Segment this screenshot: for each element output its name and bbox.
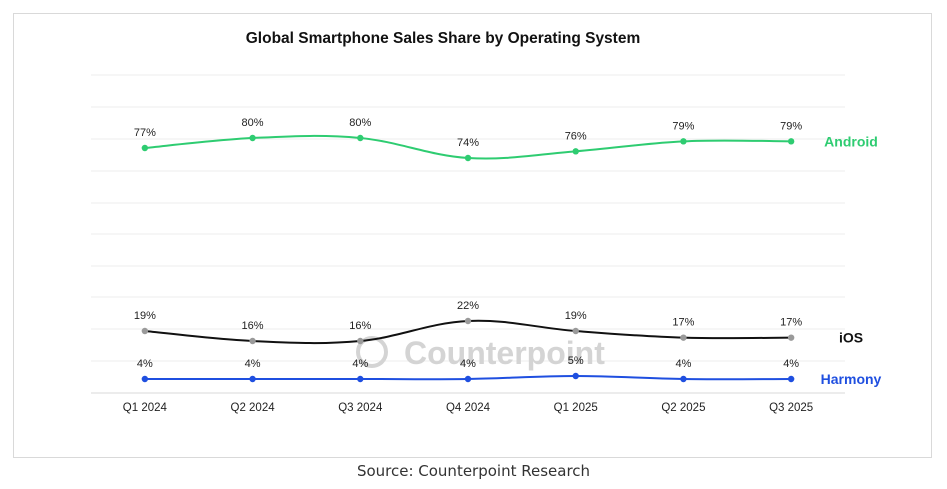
watermark-logo [356, 336, 388, 368]
data-label-ios-4: 19% [565, 310, 587, 322]
point-android-0 [141, 144, 149, 152]
data-label-ios-1: 16% [242, 320, 264, 332]
point-ios-0 [141, 327, 149, 335]
data-label-harmony-4: 5% [568, 355, 584, 367]
x-tick-5: Q2 2025 [661, 402, 705, 414]
point-harmony-5 [680, 375, 687, 383]
data-label-harmony-5: 4% [675, 358, 691, 370]
point-ios-2 [357, 337, 364, 345]
data-label-android-6: 79% [780, 120, 802, 132]
point-harmony-4 [572, 372, 579, 380]
x-tick-4: Q1 2025 [554, 402, 598, 414]
series-name-ios: iOS [839, 330, 863, 346]
x-tick-1: Q2 2024 [231, 402, 276, 414]
gridlines [91, 74, 845, 394]
point-harmony-3 [464, 375, 472, 383]
x-tick-3: Q4 2024 [446, 402, 491, 414]
data-label-harmony-1: 4% [245, 358, 261, 370]
point-ios-4 [572, 327, 579, 335]
data-label-ios-6: 17% [780, 317, 802, 329]
line-chart: Global Smartphone Sales Share by Operati… [91, 30, 882, 414]
series-points [141, 134, 795, 383]
x-tick-2: Q3 2024 [338, 402, 383, 414]
point-ios-1 [249, 337, 256, 345]
series-legend: Android iOS Harmony [821, 133, 882, 387]
point-android-4 [572, 148, 579, 155]
source-caption: Source: Counterpoint Research [356, 462, 591, 480]
point-android-1 [249, 134, 256, 142]
watermark-text: Counterpoint [404, 335, 605, 371]
watermark: Counterpoint [356, 335, 605, 371]
data-label-android-4: 76% [565, 130, 587, 142]
point-ios-5 [680, 334, 687, 341]
point-harmony-6 [787, 375, 795, 383]
data-label-harmony-0: 4% [137, 358, 153, 370]
point-harmony-0 [141, 375, 149, 383]
point-ios-3 [464, 317, 472, 325]
data-labels: 77% 80% 80% 74% 76% 79% 79% 19% 16% 16% 22% 19% 17% 1… [134, 117, 803, 370]
point-ios-6 [787, 334, 795, 341]
data-label-android-5: 79% [672, 120, 694, 132]
series-name-android: Android [824, 133, 878, 149]
point-android-5 [680, 138, 687, 145]
x-axis-ticks: Q1 2024 Q2 2024 Q3 2024 Q4 2024 Q1 2025 Q2 20… [123, 402, 813, 414]
point-android-2 [357, 134, 364, 142]
data-label-ios-3: 22% [457, 300, 479, 312]
point-harmony-1 [249, 375, 256, 383]
data-label-harmony-2: 4% [352, 358, 368, 370]
data-label-android-1: 80% [242, 117, 264, 129]
data-label-android-2: 80% [349, 117, 371, 129]
data-label-ios-5: 17% [672, 317, 694, 329]
x-tick-6: Q3 2025 [769, 402, 813, 414]
point-android-6 [787, 138, 795, 145]
data-label-android-3: 74% [457, 137, 479, 149]
data-label-ios-0: 19% [134, 310, 156, 322]
data-label-harmony-3: 4% [460, 358, 476, 370]
point-harmony-2 [357, 375, 364, 383]
data-label-android-0: 77% [134, 127, 156, 139]
point-android-3 [464, 154, 472, 162]
chart-title: Global Smartphone Sales Share by Operati… [246, 30, 641, 47]
x-tick-0: Q1 2024 [123, 402, 168, 414]
data-label-harmony-6: 4% [783, 358, 799, 370]
series-name-harmony: Harmony [821, 371, 882, 387]
chart-frame [13, 13, 932, 458]
data-label-ios-2: 16% [349, 320, 371, 332]
